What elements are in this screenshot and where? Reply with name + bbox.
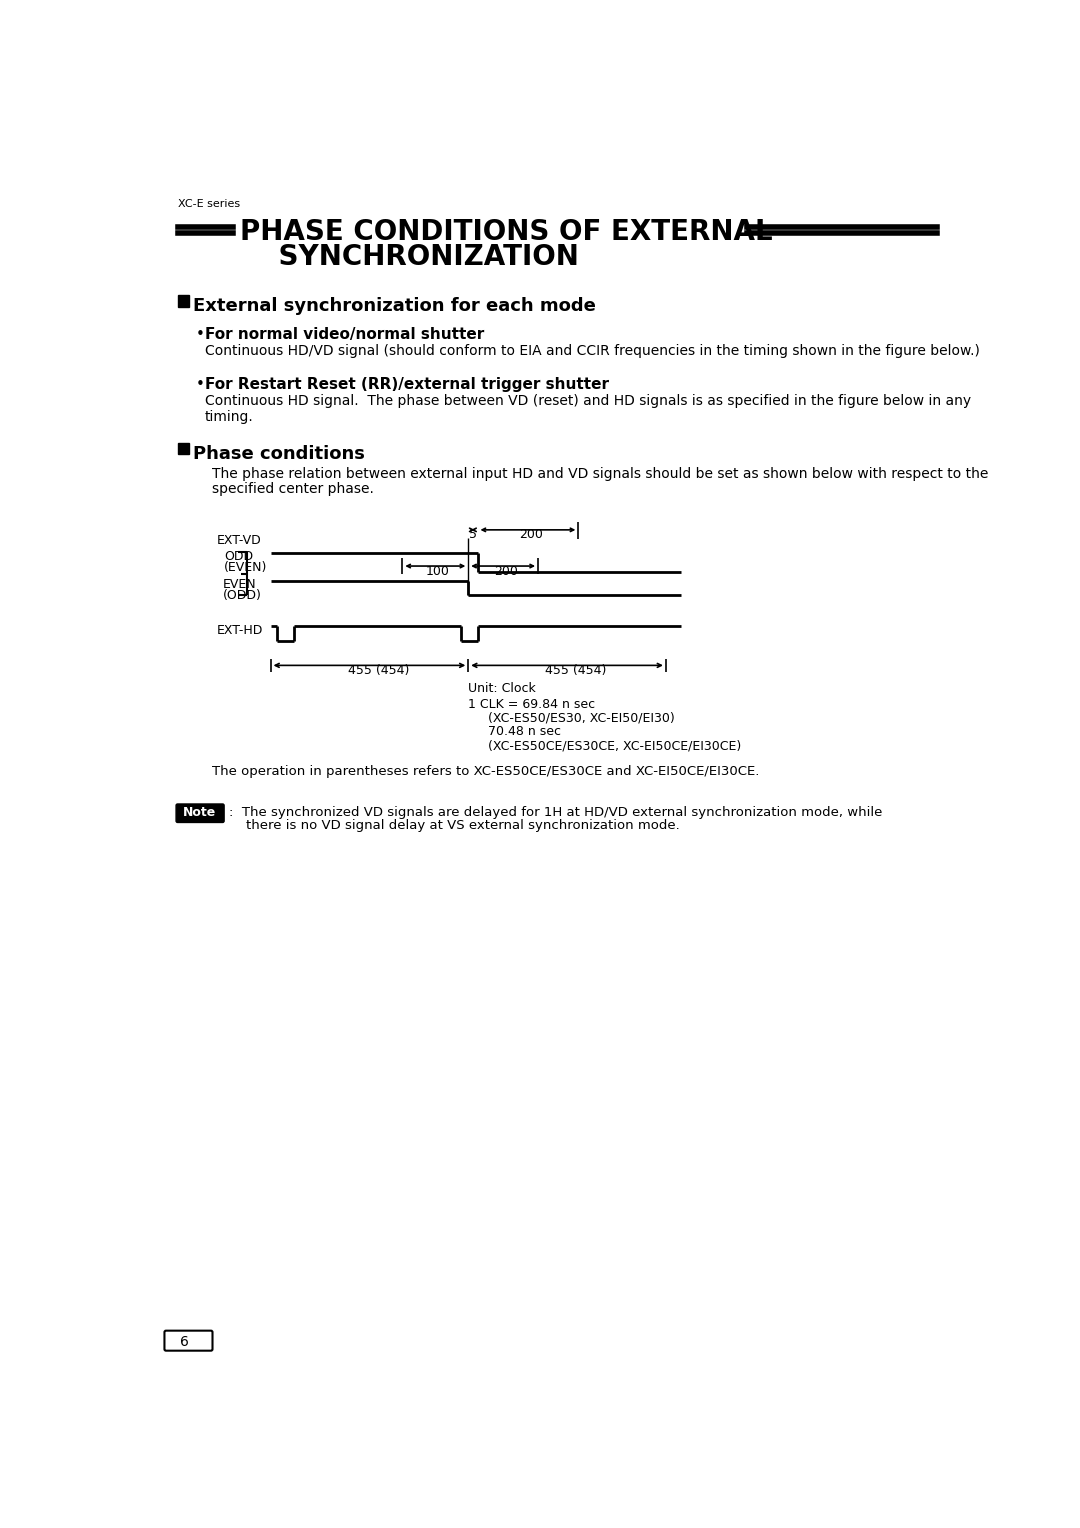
Text: specified center phase.: specified center phase. [213,483,375,497]
Text: ODD: ODD [225,550,253,562]
Bar [177,443,189,454]
Text: 100: 100 [426,564,450,578]
Text: timing.: timing. [205,410,254,423]
Text: Phase conditions: Phase conditions [193,445,365,463]
Bar [177,295,189,307]
Text: EVEN: EVEN [222,579,256,591]
Text: Continuous HD/VD signal (should conform to EIA and CCIR frequencies in the timin: Continuous HD/VD signal (should conform … [205,344,980,358]
Text: 455 (454): 455 (454) [545,663,607,677]
FancyBboxPatch shape [176,804,225,822]
Text: 1 CLK = 69.84 n sec: 1 CLK = 69.84 n sec [469,698,595,711]
Text: 70.48 n sec: 70.48 n sec [488,726,561,738]
Text: 200: 200 [494,564,517,578]
Text: XC-E series: XC-E series [177,199,240,209]
Text: 5: 5 [469,529,477,541]
Text: 200: 200 [518,529,542,541]
Text: •: • [195,327,204,342]
Text: PHASE CONDITIONS OF EXTERNAL: PHASE CONDITIONS OF EXTERNAL [240,219,772,246]
Text: EXT-VD: EXT-VD [216,533,261,547]
Text: For normal video/normal shutter: For normal video/normal shutter [205,327,484,342]
FancyBboxPatch shape [164,1331,213,1351]
Text: For Restart Reset (RR)/external trigger shutter: For Restart Reset (RR)/external trigger … [205,377,609,393]
Text: External synchronization for each mode: External synchronization for each mode [193,298,596,315]
Text: Continuous HD signal.  The phase between VD (reset) and HD signals is as specifi: Continuous HD signal. The phase between … [205,394,971,408]
Text: SYNCHRONIZATION: SYNCHRONIZATION [240,243,579,272]
Text: (XC-ES50/ES30, XC-EI50/EI30): (XC-ES50/ES30, XC-EI50/EI30) [488,712,674,724]
Text: (XC-ES50CE/ES30CE, XC-EI50CE/EI30CE): (XC-ES50CE/ES30CE, XC-EI50CE/EI30CE) [488,740,741,752]
Text: Unit: Clock: Unit: Clock [469,683,536,695]
Text: The operation in parentheses refers to XC-ES50CE/ES30CE and XC-EI50CE/EI30CE.: The operation in parentheses refers to X… [213,766,760,778]
Text: (EVEN): (EVEN) [225,561,268,573]
Text: The phase relation between external input HD and VD signals should be set as sho: The phase relation between external inpu… [213,466,989,481]
Text: •: • [195,377,204,393]
Text: (ODD): (ODD) [222,590,261,602]
Text: 455 (454): 455 (454) [348,663,409,677]
Text: :  The synchronized VD signals are delayed for 1H at HD/VD external synchronizat: : The synchronized VD signals are delaye… [229,805,882,819]
Text: EXT-HD: EXT-HD [216,623,262,637]
Text: Note: Note [183,805,216,819]
Text: 6: 6 [180,1335,189,1349]
Text: there is no VD signal delay at VS external synchronization mode.: there is no VD signal delay at VS extern… [246,819,679,833]
